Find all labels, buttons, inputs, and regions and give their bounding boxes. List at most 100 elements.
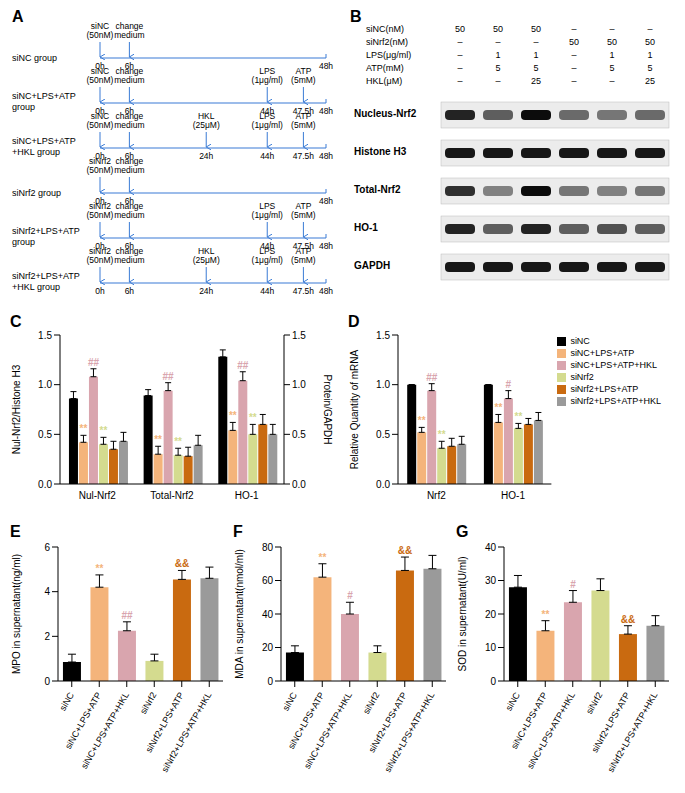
svg-text:1: 1	[495, 50, 500, 60]
svg-text:##: ##	[121, 610, 133, 621]
svg-text:5: 5	[609, 63, 614, 73]
svg-text:1: 1	[533, 50, 538, 60]
svg-text:##: ##	[237, 360, 249, 371]
svg-text:48h: 48h	[319, 286, 333, 296]
svg-text:Histone H3: Histone H3	[354, 146, 407, 157]
svg-text:&&: &&	[621, 614, 635, 625]
svg-text:0.5: 0.5	[376, 429, 390, 440]
svg-text:GAPDH: GAPDH	[354, 260, 390, 271]
svg-text:siNrf2+LPS+ATP+HKL: siNrf2+LPS+ATP+HKL	[160, 691, 214, 774]
svg-text:48h: 48h	[319, 106, 333, 116]
svg-text:0.0: 0.0	[38, 479, 52, 490]
svg-text:(1μg/ml): (1μg/ml)	[252, 255, 284, 265]
svg-text:MPO in supernatant(ng/ml): MPO in supernatant(ng/ml)	[11, 554, 22, 674]
svg-text:**: **	[319, 552, 327, 563]
svg-text:**: **	[438, 429, 446, 440]
svg-text:(1μg/ml): (1μg/ml)	[252, 75, 284, 85]
svg-text:0: 0	[267, 676, 273, 687]
svg-text:siNC(nM): siNC(nM)	[366, 24, 404, 34]
svg-text:20: 20	[262, 642, 274, 653]
svg-text:25: 25	[645, 76, 655, 86]
svg-text:(50nM): (50nM)	[87, 210, 114, 220]
svg-text:siNrf2: siNrf2	[138, 691, 158, 716]
svg-text:1.0: 1.0	[376, 379, 390, 390]
svg-text:siNrf2+LPS+ATP+HKL: siNrf2+LPS+ATP+HKL	[606, 691, 660, 774]
svg-text:siNrf2+LPS+ATP+HKL: siNrf2+LPS+ATP+HKL	[383, 691, 437, 774]
svg-text:–: –	[571, 50, 576, 60]
svg-text:0.0: 0.0	[376, 479, 390, 490]
svg-text:(50nM): (50nM)	[87, 30, 114, 40]
svg-text:**: **	[249, 412, 257, 423]
svg-text:**: **	[154, 434, 162, 445]
svg-text:Nul-Nrf2: Nul-Nrf2	[79, 490, 117, 501]
svg-text:6: 6	[44, 542, 50, 553]
svg-text:medium: medium	[114, 75, 144, 85]
svg-text:HKL(μM): HKL(μM)	[366, 76, 402, 86]
svg-text:(1μg/ml): (1μg/ml)	[252, 210, 284, 220]
svg-text:20: 20	[485, 609, 497, 620]
svg-text:**: **	[514, 411, 522, 422]
svg-text:(50nM): (50nM)	[87, 165, 114, 175]
svg-text:group: group	[12, 237, 35, 247]
svg-text:48h: 48h	[319, 61, 333, 71]
svg-text:(50nM): (50nM)	[87, 255, 114, 265]
svg-text:(5mM): (5mM)	[291, 210, 316, 220]
svg-text:–: –	[457, 37, 462, 47]
svg-text:60: 60	[262, 575, 274, 586]
svg-text:44h: 44h	[260, 286, 274, 296]
svg-text:–: –	[571, 24, 576, 34]
svg-text:#: #	[570, 579, 576, 590]
svg-text:+HKL group: +HKL group	[12, 282, 60, 292]
svg-text:(5mM): (5mM)	[291, 255, 316, 265]
svg-text:Total-Nrf2: Total-Nrf2	[354, 184, 401, 195]
svg-text:medium: medium	[114, 120, 144, 130]
svg-text:+HKL group: +HKL group	[12, 147, 60, 157]
svg-text:medium: medium	[114, 210, 144, 220]
svg-text:B: B	[350, 8, 362, 25]
svg-text:HO-1: HO-1	[501, 490, 525, 501]
svg-text:medium: medium	[114, 165, 144, 175]
svg-text:siNC: siNC	[504, 690, 523, 712]
svg-text:#: #	[506, 379, 512, 390]
svg-text:0.5: 0.5	[292, 429, 306, 440]
svg-text:siNC: siNC	[58, 690, 77, 712]
svg-text:6h: 6h	[125, 286, 135, 296]
svg-text:–: –	[457, 76, 462, 86]
svg-text:50: 50	[569, 37, 579, 47]
svg-text:50: 50	[493, 24, 503, 34]
svg-text:**: **	[80, 423, 88, 434]
svg-text:0h: 0h	[95, 286, 105, 296]
svg-text:1: 1	[609, 50, 614, 60]
svg-text:80: 80	[262, 542, 274, 553]
svg-text:(50nM): (50nM)	[87, 75, 114, 85]
svg-text:(25μM): (25μM)	[193, 255, 220, 265]
svg-text:Nrf2: Nrf2	[427, 490, 446, 501]
svg-text:47.5h: 47.5h	[293, 151, 315, 161]
svg-text:group: group	[12, 102, 35, 112]
svg-text:siNrf2+LPS+ATP: siNrf2+LPS+ATP	[12, 271, 80, 281]
svg-text:medium: medium	[114, 255, 144, 265]
svg-text:1.0: 1.0	[38, 379, 52, 390]
svg-text:HO-1: HO-1	[235, 490, 259, 501]
svg-text:–: –	[571, 63, 576, 73]
svg-text:siNC group: siNC group	[12, 53, 57, 63]
svg-text:(5mM): (5mM)	[291, 120, 316, 130]
svg-text:Relative Quantity of mRNA: Relative Quantity of mRNA	[349, 349, 360, 469]
svg-text:–: –	[495, 37, 500, 47]
svg-text:(1μg/ml): (1μg/ml)	[252, 120, 284, 130]
svg-text:**: **	[418, 415, 426, 426]
svg-text:50: 50	[645, 37, 655, 47]
svg-text:0.5: 0.5	[38, 429, 52, 440]
svg-text:48h: 48h	[319, 241, 333, 251]
svg-text:25: 25	[531, 76, 541, 86]
svg-text:siNC+LPS+ATP: siNC+LPS+ATP	[12, 91, 76, 101]
svg-text:LPS(μg/ml): LPS(μg/ml)	[366, 50, 411, 60]
svg-text:0: 0	[44, 676, 50, 687]
svg-text:(25μM): (25μM)	[193, 120, 220, 130]
svg-text:2: 2	[44, 631, 50, 642]
svg-text:4: 4	[44, 586, 50, 597]
svg-text:##: ##	[163, 371, 175, 382]
svg-text:47.5h: 47.5h	[293, 286, 315, 296]
svg-text:10: 10	[485, 642, 497, 653]
svg-text:**: **	[494, 402, 502, 413]
